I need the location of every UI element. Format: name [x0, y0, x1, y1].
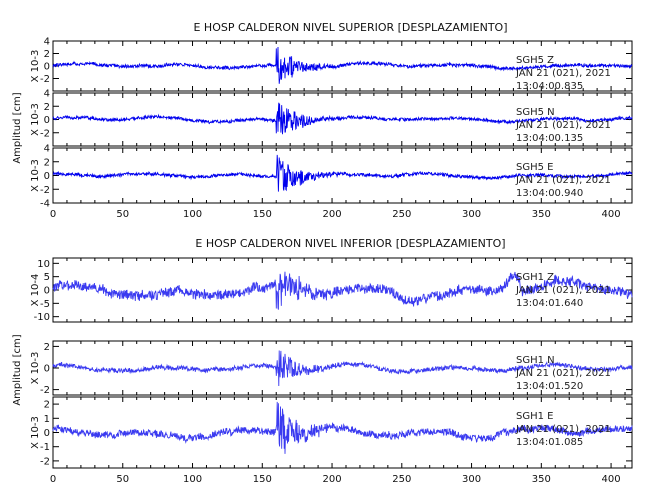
x-tick-label: 50 — [116, 474, 129, 485]
y-tick-label: -2 — [40, 74, 50, 85]
y-tick-label: 4 — [44, 144, 50, 155]
y-tick-label: -1 — [40, 442, 50, 453]
panel-scale-label: X 10-4 — [30, 274, 41, 307]
y-tick-label: 4 — [44, 89, 50, 100]
y-tick-label: 2 — [44, 49, 50, 60]
y-tick-label: 0 — [44, 171, 50, 182]
panel-scale-label: X 10-3 — [30, 416, 41, 449]
y-tick-label: 4 — [44, 37, 50, 48]
y-tick-label: 10 — [37, 259, 50, 270]
station-time: 13:04:01.520 — [516, 381, 583, 392]
station-time: 13:04:00.940 — [516, 188, 583, 199]
station-name: SGH1 N — [516, 355, 555, 366]
y-tick-label: 0 — [44, 428, 50, 439]
y-axis-label: Amplitud [cm] — [12, 334, 23, 405]
waveform-trace — [52, 154, 633, 192]
panel-scale-label: X 10-3 — [30, 50, 41, 83]
panel-scale-label: X 10-3 — [30, 352, 41, 385]
y-tick-label: 2 — [44, 400, 50, 411]
station-date: JAN 21 (021), 2021 — [515, 120, 611, 131]
station-time: 13:04:00.135 — [516, 133, 583, 144]
x-tick-label: 400 — [602, 209, 621, 220]
y-tick-label: 2 — [44, 342, 50, 353]
y-tick-label: -5 — [40, 299, 50, 310]
x-tick-label: 250 — [392, 209, 411, 220]
x-tick-label: 350 — [532, 474, 551, 485]
y-tick-label: 0 — [44, 364, 50, 375]
waveform-trace — [52, 350, 633, 387]
y-tick-label: 0 — [44, 115, 50, 126]
x-tick-label: 250 — [392, 474, 411, 485]
x-tick-label: 200 — [322, 474, 341, 485]
x-tick-label: 100 — [183, 474, 202, 485]
station-time: 13:04:01.085 — [516, 437, 583, 448]
y-axis-label: Amplitud [cm] — [12, 92, 23, 163]
station-name: SGH1 E — [516, 411, 553, 422]
station-date: JAN 21 (021), 2021 — [515, 424, 611, 435]
station-date: JAN 21 (021), 2021 — [515, 368, 611, 379]
y-tick-label: -2 — [40, 385, 50, 396]
y-tick-label: -2 — [40, 456, 50, 467]
panel-scale-label: X 10-3 — [30, 159, 41, 192]
x-tick-label: 100 — [183, 209, 202, 220]
y-tick-label: -2 — [40, 128, 50, 139]
station-name: SGH1 Z — [516, 272, 554, 283]
waveform-trace — [52, 102, 633, 135]
x-tick-label: 300 — [462, 474, 481, 485]
x-tick-label: 350 — [532, 209, 551, 220]
y-tick-label: 0 — [44, 62, 50, 73]
y-tick-label: 2 — [44, 157, 50, 168]
y-tick-label: 0 — [44, 286, 50, 297]
x-tick-label: 150 — [253, 209, 272, 220]
station-name: SGH5 N — [516, 107, 555, 118]
station-name: SGH5 E — [516, 162, 553, 173]
y-tick-label: 2 — [44, 102, 50, 113]
x-tick-label: 150 — [253, 474, 272, 485]
x-tick-label: 400 — [602, 474, 621, 485]
y-tick-label: 5 — [44, 272, 50, 283]
waveform-trace — [52, 46, 633, 84]
panel-scale-label: X 10-3 — [30, 103, 41, 136]
x-tick-label: 0 — [50, 474, 56, 485]
station-time: 13:04:00.835 — [516, 81, 583, 92]
station-date: JAN 21 (021), 2021 — [515, 68, 611, 79]
x-tick-label: 50 — [116, 209, 129, 220]
station-date: JAN 21 (021), 2021 — [515, 285, 611, 296]
x-tick-label: 200 — [322, 209, 341, 220]
x-tick-label: 0 — [50, 209, 56, 220]
station-time: 13:04:01.640 — [516, 298, 583, 309]
y-tick-label: 1 — [44, 414, 50, 425]
y-tick-label: -10 — [34, 312, 50, 323]
x-tick-label: 300 — [462, 209, 481, 220]
station-name: SGH5 Z — [516, 55, 554, 66]
station-date: JAN 21 (021), 2021 — [515, 175, 611, 186]
chart-title: E HOSP CALDERON NIVEL INFERIOR [DESPLAZA… — [195, 237, 505, 250]
y-tick-label: -4 — [40, 199, 50, 210]
y-tick-label: -2 — [40, 185, 50, 196]
waveform-trace — [52, 401, 633, 454]
chart-title: E HOSP CALDERON NIVEL SUPERIOR [DESPLAZA… — [193, 21, 507, 34]
waveform-trace — [52, 271, 633, 310]
